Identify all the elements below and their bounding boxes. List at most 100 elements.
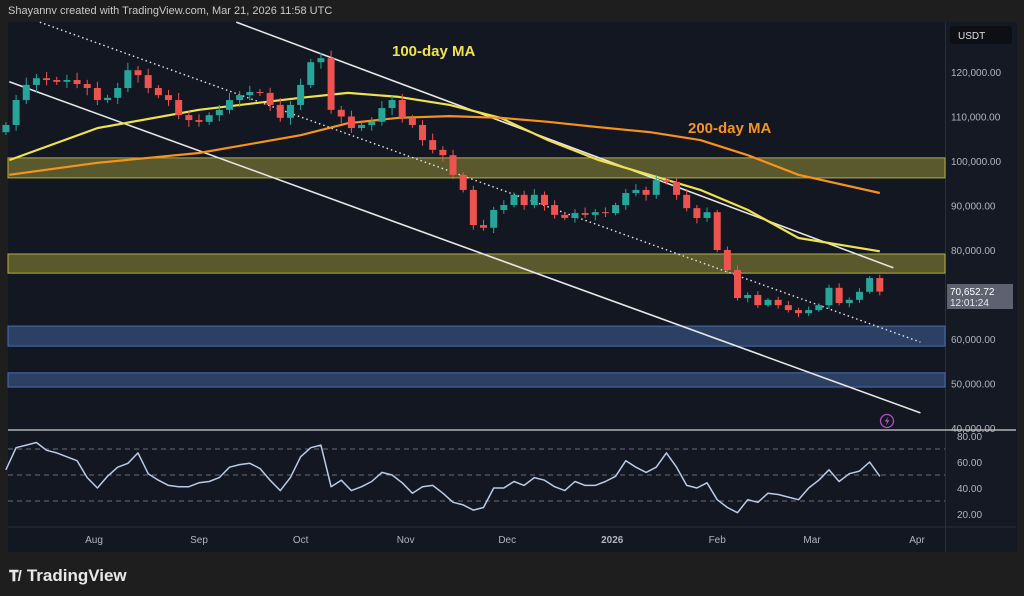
candle[interactable] xyxy=(83,79,91,96)
candle[interactable] xyxy=(876,274,884,296)
candle[interactable] xyxy=(723,246,731,275)
candle[interactable] xyxy=(124,62,132,93)
candle[interactable] xyxy=(673,177,681,200)
candle[interactable] xyxy=(855,288,863,303)
candle[interactable] xyxy=(327,50,335,114)
candle[interactable] xyxy=(215,104,223,122)
candle[interactable] xyxy=(520,190,528,210)
candle[interactable] xyxy=(815,303,823,312)
candle[interactable] xyxy=(398,93,406,123)
candle[interactable] xyxy=(805,306,813,317)
rsi-line[interactable] xyxy=(5,441,881,514)
candle[interactable] xyxy=(32,74,40,93)
candle[interactable] xyxy=(236,91,244,108)
candle[interactable] xyxy=(774,296,782,309)
candle[interactable] xyxy=(337,105,345,124)
channel-trendline[interactable] xyxy=(235,21,894,269)
candle[interactable] xyxy=(154,84,162,99)
ma200-line[interactable] xyxy=(9,114,881,195)
candle[interactable] xyxy=(225,92,233,114)
candle[interactable] xyxy=(601,207,609,217)
candle[interactable] xyxy=(195,114,203,127)
candle[interactable] xyxy=(358,122,366,131)
candle[interactable] xyxy=(144,68,152,94)
candle[interactable] xyxy=(469,185,477,230)
dotted-trendline[interactable] xyxy=(39,21,921,343)
candle[interactable] xyxy=(662,177,670,185)
candle[interactable] xyxy=(246,85,254,101)
candle[interactable] xyxy=(317,52,325,69)
candle[interactable] xyxy=(845,297,853,308)
supply-zone[interactable] xyxy=(7,157,946,179)
candle[interactable] xyxy=(297,78,305,110)
candle[interactable] xyxy=(622,188,630,210)
candle[interactable] xyxy=(43,71,51,86)
candle[interactable] xyxy=(825,284,833,309)
candle[interactable] xyxy=(307,58,315,89)
candle[interactable] xyxy=(540,191,548,211)
candle[interactable] xyxy=(134,65,142,83)
candle[interactable] xyxy=(93,81,101,106)
candle[interactable] xyxy=(683,189,691,212)
candle[interactable] xyxy=(165,90,173,107)
candle[interactable] xyxy=(266,87,274,111)
demand-zone[interactable] xyxy=(7,372,946,388)
candle[interactable] xyxy=(794,307,802,318)
candle[interactable] xyxy=(510,192,518,208)
candle[interactable] xyxy=(114,82,122,104)
candle[interactable] xyxy=(500,200,508,214)
candle[interactable] xyxy=(734,265,742,301)
candle[interactable] xyxy=(571,209,579,223)
candle[interactable] xyxy=(703,207,711,222)
candle[interactable] xyxy=(612,202,620,216)
candle[interactable] xyxy=(276,97,284,122)
candle[interactable] xyxy=(104,94,112,104)
candle[interactable] xyxy=(378,101,386,126)
candle[interactable] xyxy=(693,204,701,224)
candle[interactable] xyxy=(439,146,447,162)
supply-zone[interactable] xyxy=(7,253,946,274)
tradingview-logo[interactable]: 𝐓/ TradingView xyxy=(9,566,127,586)
candle[interactable] xyxy=(764,298,772,307)
candle[interactable] xyxy=(53,76,61,85)
channel-trendline[interactable] xyxy=(9,81,921,414)
candle[interactable] xyxy=(744,292,752,303)
candle[interactable] xyxy=(256,88,264,96)
candle[interactable] xyxy=(185,111,193,127)
candle[interactable] xyxy=(581,207,589,218)
candle[interactable] xyxy=(388,95,396,116)
lightning-icon[interactable] xyxy=(879,413,895,429)
candle[interactable] xyxy=(73,72,81,89)
candle[interactable] xyxy=(347,110,355,133)
candle[interactable] xyxy=(652,175,660,199)
demand-zone[interactable] xyxy=(7,325,946,347)
candle[interactable] xyxy=(490,206,498,234)
candle[interactable] xyxy=(175,92,183,120)
candle[interactable] xyxy=(22,77,30,105)
candle[interactable] xyxy=(561,212,569,221)
currency-badge[interactable] xyxy=(950,26,1012,44)
candle[interactable] xyxy=(835,283,843,306)
candle[interactable] xyxy=(551,200,559,219)
candle[interactable] xyxy=(530,189,538,209)
candle[interactable] xyxy=(866,276,874,294)
candle[interactable] xyxy=(12,94,20,131)
candle[interactable] xyxy=(419,120,427,146)
candle[interactable] xyxy=(591,209,599,221)
candle[interactable] xyxy=(2,122,10,136)
candle[interactable] xyxy=(713,209,721,253)
candle[interactable] xyxy=(205,112,213,125)
candle[interactable] xyxy=(408,114,416,128)
candle[interactable] xyxy=(632,184,640,197)
candle[interactable] xyxy=(429,133,437,154)
candle[interactable] xyxy=(459,172,467,193)
candle[interactable] xyxy=(449,149,457,180)
candle[interactable] xyxy=(63,74,71,89)
candle[interactable] xyxy=(286,100,294,125)
candle[interactable] xyxy=(368,116,376,131)
candle[interactable] xyxy=(784,300,792,313)
candle[interactable] xyxy=(754,291,762,309)
candle[interactable] xyxy=(480,219,488,231)
candle[interactable] xyxy=(642,186,650,201)
